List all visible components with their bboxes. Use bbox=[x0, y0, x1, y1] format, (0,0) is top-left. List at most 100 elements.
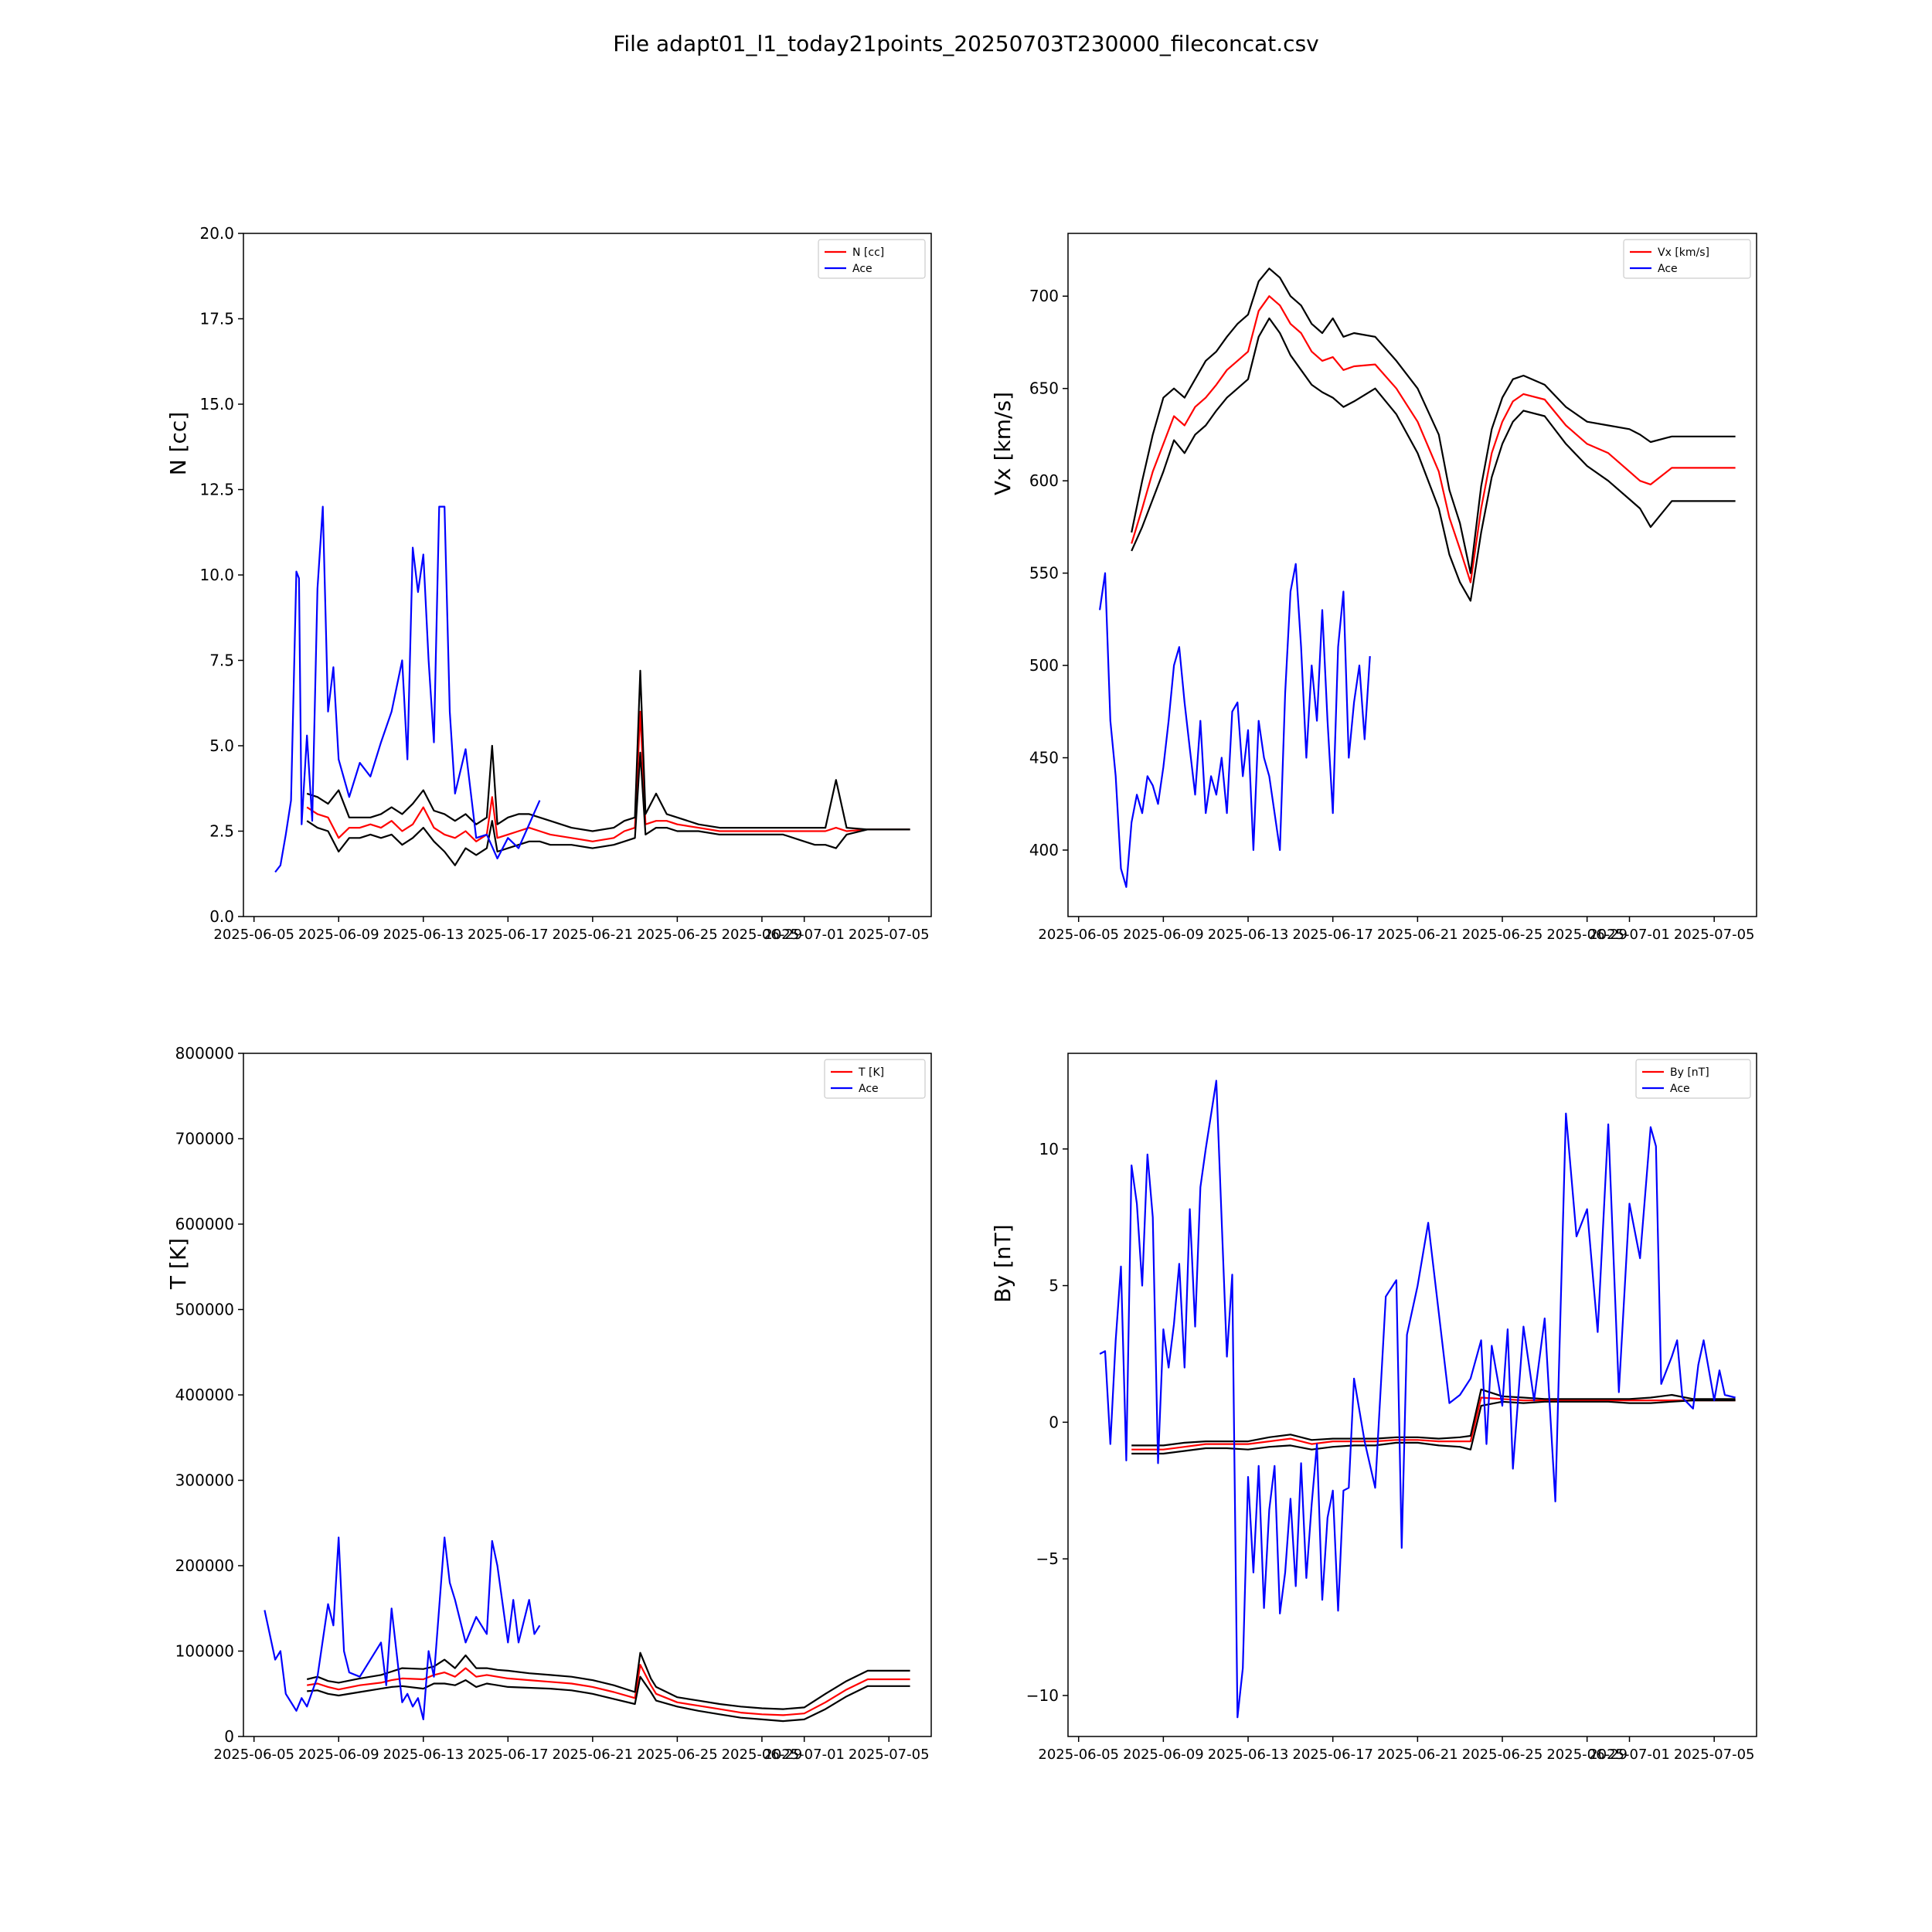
series-line-upper-bound bbox=[306, 669, 910, 832]
x-tick-label: 2025-06-25 bbox=[1462, 927, 1543, 943]
y-tick-label: 7.5 bbox=[209, 651, 234, 670]
legend-label: Ace bbox=[1670, 1083, 1690, 1095]
x-tick-label: 2025-06-21 bbox=[1377, 927, 1458, 943]
x-tick-label: 2025-07-01 bbox=[1589, 1747, 1670, 1763]
x-tick-label: 2025-07-05 bbox=[849, 927, 930, 943]
y-tick-label: −10 bbox=[1026, 1686, 1059, 1705]
y-tick-label: 600 bbox=[1029, 471, 1059, 490]
y-tick-label: 0.0 bbox=[209, 907, 234, 926]
series-line-lower-bound bbox=[306, 751, 910, 866]
chart-panel-2: 400 450 500 550 600 650 700 2025-06-05 2025-06-0… bbox=[990, 233, 1757, 943]
x-tick-label: 2025-06-25 bbox=[637, 1747, 718, 1763]
y-tick-label: 0 bbox=[1049, 1413, 1059, 1431]
series-line-upper-bound bbox=[1131, 1388, 1736, 1447]
x-tick-label: 2025-06-21 bbox=[553, 927, 634, 943]
y-tick-label: 400 bbox=[1029, 841, 1059, 859]
series-line-by-nt- bbox=[1131, 1396, 1736, 1451]
y-tick-label: 17.5 bbox=[199, 310, 234, 328]
series-line-lower-bound bbox=[1131, 317, 1736, 602]
legend: By [nT] Ace bbox=[1635, 1059, 1751, 1099]
y-tick-label: 650 bbox=[1029, 379, 1059, 398]
x-tick-label: 2025-06-13 bbox=[383, 927, 464, 943]
x-tick-label: 2025-06-29 bbox=[722, 1747, 803, 1763]
legend-label: Vx [km/s] bbox=[1658, 247, 1709, 259]
x-tick-label: 2025-06-25 bbox=[1462, 1747, 1543, 1763]
y-tick-label: 800000 bbox=[175, 1044, 234, 1063]
x-tick-label: 2025-06-05 bbox=[1038, 927, 1119, 943]
legend-box bbox=[1635, 1059, 1751, 1099]
x-tick-label: 2025-07-05 bbox=[1674, 927, 1755, 943]
y-axis-label: By [nT] bbox=[990, 1224, 1015, 1302]
y-tick-label: 500 bbox=[1029, 656, 1059, 675]
legend: T [K] Ace bbox=[824, 1059, 926, 1099]
x-tick-label: 2025-06-13 bbox=[1208, 927, 1289, 943]
x-tick-label: 2025-06-13 bbox=[383, 1747, 464, 1763]
x-tick-label: 2025-06-09 bbox=[298, 927, 379, 943]
y-tick-label: 400000 bbox=[175, 1386, 234, 1404]
x-tick-label: 2025-06-09 bbox=[298, 1747, 379, 1763]
legend-label: Ace bbox=[859, 1083, 879, 1095]
axes-frame bbox=[1067, 1053, 1757, 1737]
y-tick-label: 20.0 bbox=[199, 224, 234, 243]
y-tick-label: 450 bbox=[1029, 749, 1059, 767]
y-tick-label: 15.0 bbox=[199, 395, 234, 413]
series-line-upper-bound bbox=[306, 1651, 910, 1710]
chart-panel-3: 0 100000 200000 300000 400000 500000 600000 700… bbox=[165, 1044, 932, 1763]
y-tick-label: 0 bbox=[224, 1727, 234, 1746]
x-tick-label: 2025-06-05 bbox=[213, 1747, 294, 1763]
x-tick-label: 2025-06-05 bbox=[1038, 1747, 1119, 1763]
legend-box bbox=[1623, 239, 1751, 279]
series-line-ace bbox=[1099, 563, 1371, 888]
axes-frame bbox=[243, 1053, 932, 1737]
x-tick-label: 2025-06-13 bbox=[1208, 1747, 1289, 1763]
x-tick-label: 2025-06-25 bbox=[637, 927, 718, 943]
x-tick-label: 2025-06-17 bbox=[468, 927, 549, 943]
y-tick-label: 5.0 bbox=[209, 736, 234, 755]
y-tick-label: 12.5 bbox=[199, 481, 234, 499]
y-tick-label: 100000 bbox=[175, 1642, 234, 1661]
legend-label: T [K] bbox=[858, 1066, 884, 1079]
series-line-ace bbox=[274, 505, 541, 873]
x-tick-label: 2025-07-05 bbox=[1674, 1747, 1755, 1763]
x-tick-label: 2025-07-01 bbox=[764, 1747, 845, 1763]
y-axis-label: N [cc] bbox=[165, 412, 191, 475]
y-axis-label: Vx [km/s] bbox=[990, 392, 1015, 495]
series-line-upper-bound bbox=[1131, 267, 1736, 574]
legend: N [cc] Ace bbox=[818, 239, 926, 279]
y-tick-label: 300000 bbox=[175, 1471, 234, 1490]
x-tick-label: 2025-06-21 bbox=[1377, 1747, 1458, 1763]
legend-label: N [cc] bbox=[852, 247, 884, 259]
y-tick-label: 550 bbox=[1029, 564, 1059, 583]
x-tick-label: 2025-07-01 bbox=[764, 927, 845, 943]
y-tick-label: 5 bbox=[1049, 1277, 1059, 1295]
x-tick-label: 2025-06-09 bbox=[1123, 927, 1204, 943]
figure-title: File adapt01_l1_today21points_20250703T2… bbox=[613, 31, 1319, 56]
series-line-ace bbox=[264, 1536, 541, 1720]
series-line-t-k- bbox=[307, 1664, 910, 1716]
x-tick-label: 2025-06-21 bbox=[553, 1747, 634, 1763]
x-tick-label: 2025-07-05 bbox=[849, 1747, 930, 1763]
x-tick-label: 2025-06-29 bbox=[1546, 927, 1628, 943]
chart-panel-1: 0.0 2.5 5.0 7.5 10.0 12.5 15.0 17.5 20.0 2025-06-… bbox=[165, 224, 932, 943]
x-tick-label: 2025-06-29 bbox=[722, 927, 803, 943]
y-tick-label: 200000 bbox=[175, 1556, 234, 1575]
y-axis-label: T [K] bbox=[165, 1238, 191, 1290]
y-tick-label: 2.5 bbox=[209, 822, 234, 841]
x-tick-label: 2025-06-17 bbox=[1292, 927, 1373, 943]
y-tick-label: 700000 bbox=[175, 1130, 234, 1148]
series-line-lower-bound bbox=[307, 1675, 910, 1723]
y-tick-label: 700 bbox=[1029, 287, 1059, 305]
axes-frame bbox=[1067, 233, 1757, 917]
legend: Vx [km/s] Ace bbox=[1623, 239, 1751, 279]
series-line-lower-bound bbox=[1131, 1399, 1736, 1455]
y-tick-label: −5 bbox=[1036, 1549, 1059, 1568]
y-tick-label: 10.0 bbox=[199, 566, 234, 584]
y-tick-label: 500000 bbox=[175, 1301, 234, 1319]
x-tick-label: 2025-07-01 bbox=[1589, 927, 1670, 943]
series-line-ace bbox=[1099, 1080, 1736, 1719]
x-tick-label: 2025-06-17 bbox=[468, 1747, 549, 1763]
legend-label: Ace bbox=[852, 263, 872, 275]
y-tick-label: 10 bbox=[1039, 1140, 1059, 1158]
